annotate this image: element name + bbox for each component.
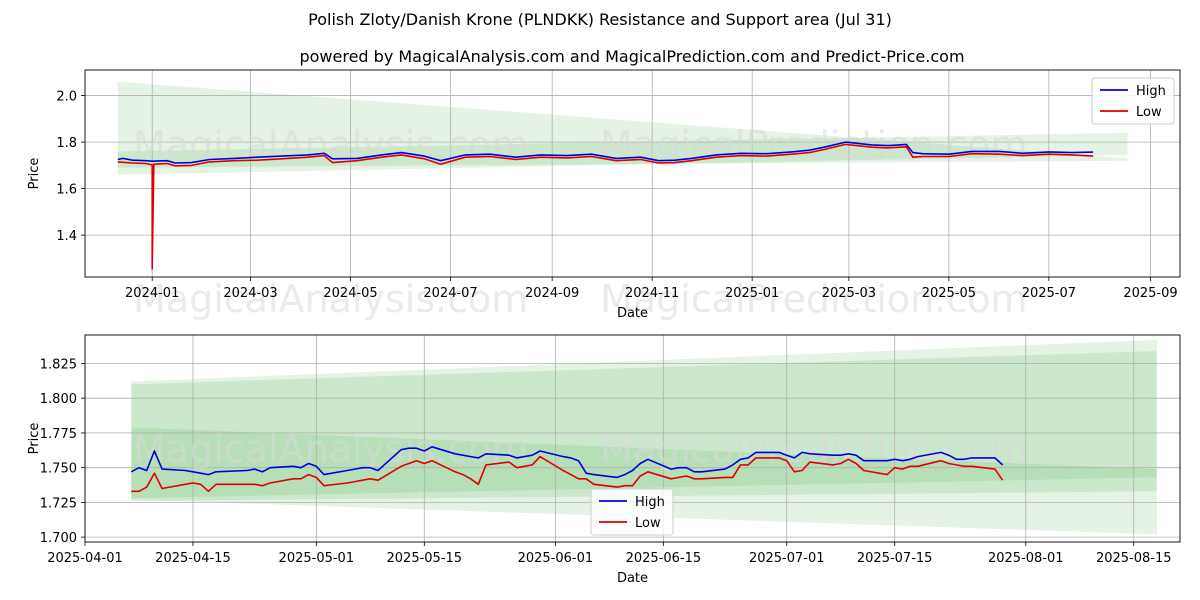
series-line-low bbox=[131, 455, 1004, 493]
x-axis-label: Date bbox=[617, 306, 648, 321]
x-tick-label: 2025-03 bbox=[822, 286, 876, 301]
y-axis-label: Price bbox=[27, 158, 42, 190]
bottom-watermark: MagicalAnalysis.com MagicalPrediction.co… bbox=[133, 427, 1028, 471]
top-series-lines bbox=[117, 141, 1094, 270]
watermark-prediction: MagicalPrediction.com bbox=[600, 427, 1028, 471]
x-tick-label: 2024-11 bbox=[625, 286, 679, 301]
x-tick-label: 2025-09 bbox=[1123, 286, 1177, 301]
top-resistance-support-bands bbox=[117, 81, 1128, 175]
x-tick-label: 2024-01 bbox=[125, 286, 179, 301]
watermark-analysis: MagicalAnalysis.com bbox=[133, 427, 528, 471]
x-tick-label: 2025-05 bbox=[922, 286, 976, 301]
series-line-high bbox=[130, 445, 1004, 479]
plot-frame bbox=[84, 69, 1181, 278]
y-tick-label: 1.6 bbox=[56, 183, 77, 198]
top-axes: 2024-01 2024-03 2024-05 2024-07 2024-09 2024-… bbox=[27, 69, 1181, 321]
top-panel: MagicalAnalysis.com MagicalPrediction.co… bbox=[27, 69, 1181, 321]
x-axis-label: Date bbox=[617, 571, 648, 586]
x-tick-label: 2025-07 bbox=[1022, 286, 1076, 301]
legend-label-high: High bbox=[635, 495, 665, 510]
bottom-gridlines bbox=[84, 335, 1180, 542]
resistance-support-band bbox=[117, 132, 1128, 175]
y-tick-label: 1.775 bbox=[40, 427, 77, 442]
legend-label-high: High bbox=[1136, 84, 1166, 99]
bottom-legend: High Low bbox=[590, 488, 674, 536]
x-tick-label: 2025-07-01 bbox=[749, 551, 825, 566]
y-tick-label: 1.750 bbox=[40, 462, 77, 477]
x-tick-label: 2025-07-15 bbox=[857, 551, 933, 566]
y-tick-label: 1.825 bbox=[40, 357, 77, 372]
resistance-support-band bbox=[131, 427, 1157, 502]
y-tick-label: 2.0 bbox=[56, 90, 77, 105]
x-tick-label: 2024-07 bbox=[423, 286, 477, 301]
x-tick-label: 2025-01 bbox=[725, 286, 779, 301]
y-tick-label: 1.800 bbox=[40, 392, 77, 407]
x-tick-label: 2025-06-01 bbox=[518, 551, 594, 566]
top-legend: High Low bbox=[1091, 77, 1175, 125]
x-tick-label: 2025-04-15 bbox=[155, 551, 231, 566]
x-tick-label: 2025-04-01 bbox=[47, 551, 123, 566]
top-watermark: MagicalAnalysis.com MagicalPrediction.co… bbox=[133, 123, 1028, 321]
y-tick-label: 1.8 bbox=[56, 136, 77, 151]
x-tick-label: 2025-06-15 bbox=[626, 551, 702, 566]
x-tick-label: 2024-05 bbox=[323, 286, 377, 301]
x-tick-label: 2024-03 bbox=[223, 286, 277, 301]
chart-subtitle: powered by MagicalAnalysis.com and Magic… bbox=[299, 47, 964, 66]
bottom-panel: MagicalAnalysis.com MagicalPrediction.co… bbox=[27, 334, 1181, 586]
watermark-prediction: MagicalPrediction.com bbox=[600, 277, 1028, 321]
x-tick-label: 2025-08-01 bbox=[988, 551, 1064, 566]
watermark-analysis: MagicalAnalysis.com bbox=[133, 277, 528, 321]
series-line-high bbox=[117, 141, 1094, 164]
chart-title: Polish Zloty/Danish Krone (PLNDKK) Resis… bbox=[308, 10, 892, 29]
y-axis-label: Price bbox=[27, 423, 42, 455]
watermark-analysis: MagicalAnalysis.com bbox=[133, 123, 528, 167]
legend-label-low: Low bbox=[635, 516, 661, 531]
x-tick-label: 2025-05-01 bbox=[279, 551, 355, 566]
bottom-axes: 2025-04-01 2025-04-15 2025-05-01 2025-05-15… bbox=[27, 334, 1181, 586]
resistance-support-band bbox=[117, 81, 1128, 168]
x-tick-label: 2025-05-15 bbox=[387, 551, 463, 566]
x-tick-label: 2024-09 bbox=[525, 286, 579, 301]
y-tick-label: 1.700 bbox=[40, 531, 77, 546]
bottom-series-lines bbox=[130, 445, 1004, 493]
y-tick-label: 1.725 bbox=[40, 496, 77, 511]
legend-label-low: Low bbox=[1136, 105, 1162, 120]
resistance-support-band bbox=[131, 339, 1157, 535]
y-tick-label: 1.4 bbox=[56, 229, 77, 244]
x-tick-label: 2025-08-15 bbox=[1096, 551, 1172, 566]
series-line-low bbox=[117, 143, 1094, 270]
plot-frame bbox=[84, 334, 1181, 543]
